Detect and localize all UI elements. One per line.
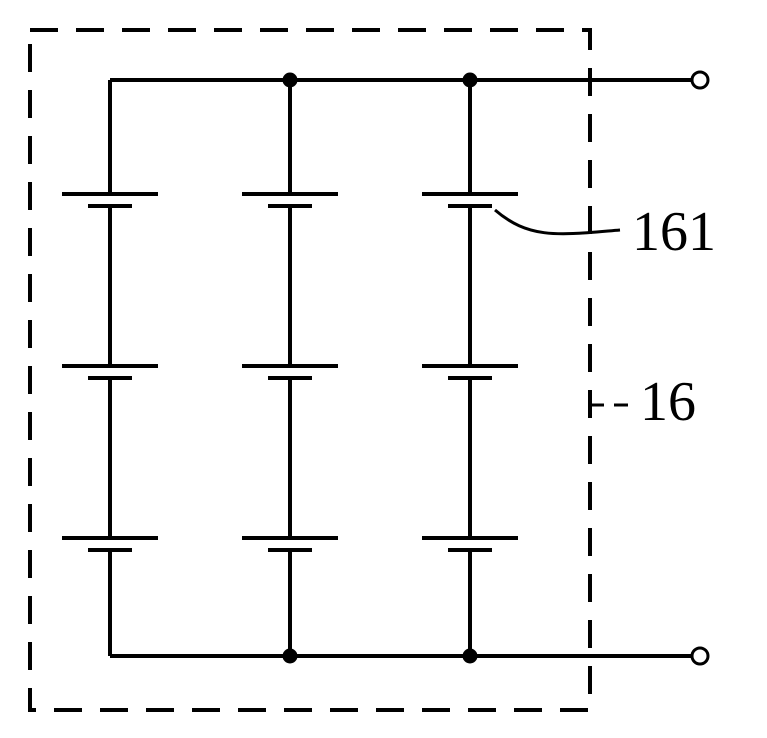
junction-node-2 (463, 73, 477, 87)
junction-node-3 (283, 649, 297, 663)
module-boundary (30, 30, 590, 710)
terminal-negative (692, 648, 708, 664)
junction-node-1 (283, 73, 297, 87)
label-161: 161 (632, 201, 716, 263)
label-16: 16 (640, 371, 696, 433)
circuit-diagram: 161 16 (0, 0, 767, 738)
terminal-positive (692, 72, 708, 88)
junction-node-4 (463, 649, 477, 663)
leader-161 (495, 210, 620, 234)
